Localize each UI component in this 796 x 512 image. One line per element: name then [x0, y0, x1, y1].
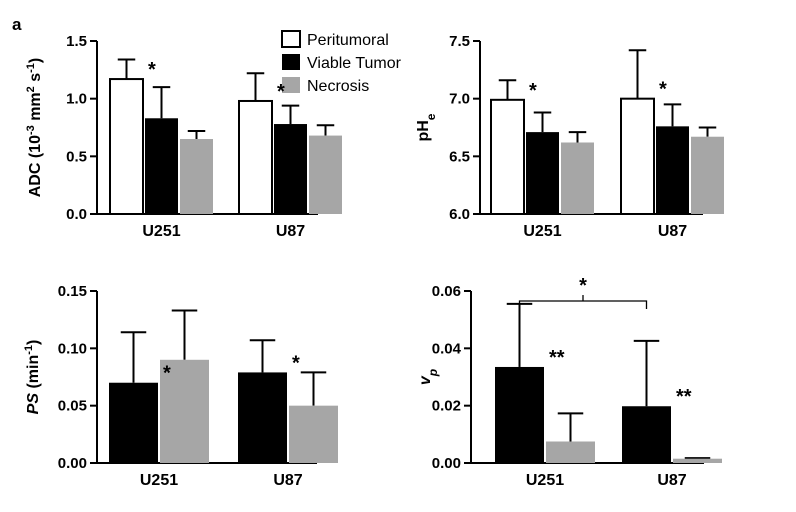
- bar-necrosis: [160, 359, 209, 463]
- y-tick-label: 0.15: [58, 283, 87, 300]
- y-tick-label: 0.0: [66, 206, 87, 223]
- legend-label: Peritumoral: [307, 32, 389, 49]
- legend: Peritumoral Viable Tumor Necrosis: [281, 30, 402, 95]
- legend-swatch: [282, 54, 300, 70]
- x-tick-label: U87: [657, 472, 686, 489]
- significance-marker: *: [148, 59, 156, 81]
- chart-phe: 6.0 6.5 7.0 7.5 pHe U251 U87 * *: [415, 33, 724, 240]
- y-tick-label: 6.5: [449, 148, 470, 165]
- panel-label: a: [12, 15, 22, 34]
- y-tick-label: 7.5: [449, 33, 470, 50]
- y-tick-label: 6.0: [449, 206, 470, 223]
- y-tick-label: 0.10: [58, 340, 87, 357]
- y-tick-label: 0.5: [66, 148, 87, 165]
- y-tick-label: 0.06: [432, 283, 461, 300]
- significance-marker: *: [163, 363, 171, 385]
- y-axis-label: pHe: [415, 113, 438, 141]
- bracket-significance-marker: *: [579, 275, 587, 297]
- bar-peritumoral: [490, 98, 525, 215]
- y-tick-label: 0.04: [432, 340, 462, 357]
- legend-swatch: [282, 77, 300, 93]
- legend-label: Viable Tumor: [307, 55, 402, 72]
- significance-bracket: [518, 300, 648, 310]
- y-tick-label: 0.00: [432, 455, 461, 472]
- y-axis-label: ADC (10-3 mm2 s-1): [25, 58, 44, 198]
- bar-viable-tumor: [145, 118, 178, 214]
- bar-necrosis: [561, 142, 594, 214]
- significance-marker: *: [277, 81, 285, 103]
- x-tick-label: U251: [526, 472, 564, 489]
- bar-peritumoral: [238, 99, 273, 215]
- bar-viable-tumor: [495, 366, 544, 463]
- x-tick-label: U251: [142, 223, 180, 240]
- legend-label: Necrosis: [307, 78, 369, 95]
- y-tick-label: 0.02: [432, 398, 461, 415]
- legend-swatch: [281, 30, 301, 48]
- x-tick-label: U87: [276, 223, 305, 240]
- y-tick-label: 1.5: [66, 33, 87, 50]
- bar-peritumoral: [109, 78, 144, 215]
- chart-adc: 0.0 0.5 1.0 1.5 ADC (10-3 mm2 s-1) U251 U87 * *: [25, 33, 342, 240]
- bar-necrosis: [691, 136, 724, 214]
- y-tick-label: 1.0: [66, 91, 87, 108]
- bar-viable-tumor: [274, 124, 307, 214]
- significance-marker: **: [676, 386, 692, 408]
- bar-necrosis: [546, 441, 595, 463]
- x-tick-label: U251: [140, 472, 178, 489]
- x-tick-label: U251: [523, 223, 561, 240]
- bar-necrosis: [309, 135, 342, 214]
- y-tick-label: 7.0: [449, 91, 470, 108]
- significance-marker: *: [529, 80, 537, 102]
- bar-necrosis: [673, 458, 722, 463]
- significance-marker: *: [659, 79, 667, 101]
- x-tick-label: U87: [273, 472, 302, 489]
- bar-viable-tumor: [656, 126, 689, 214]
- chart-ps: 0.00 0.05 0.10 0.15 PS (min-1) U251 U87 * *: [23, 283, 338, 489]
- y-axis-label: vp: [417, 369, 440, 385]
- significance-marker: **: [549, 347, 565, 369]
- bar-peritumoral: [620, 97, 655, 215]
- bar-viable-tumor: [622, 406, 671, 463]
- bar-viable-tumor: [109, 382, 158, 463]
- bar-viable-tumor: [238, 372, 287, 463]
- y-axis-label: PS (min-1): [23, 340, 42, 415]
- y-tick-label: 0.00: [58, 455, 87, 472]
- bar-necrosis: [180, 139, 213, 214]
- x-tick-label: U87: [658, 223, 687, 240]
- y-tick-label: 0.05: [58, 398, 87, 415]
- bar-viable-tumor: [526, 132, 559, 214]
- significance-marker: *: [292, 352, 300, 374]
- bar-necrosis: [289, 405, 338, 463]
